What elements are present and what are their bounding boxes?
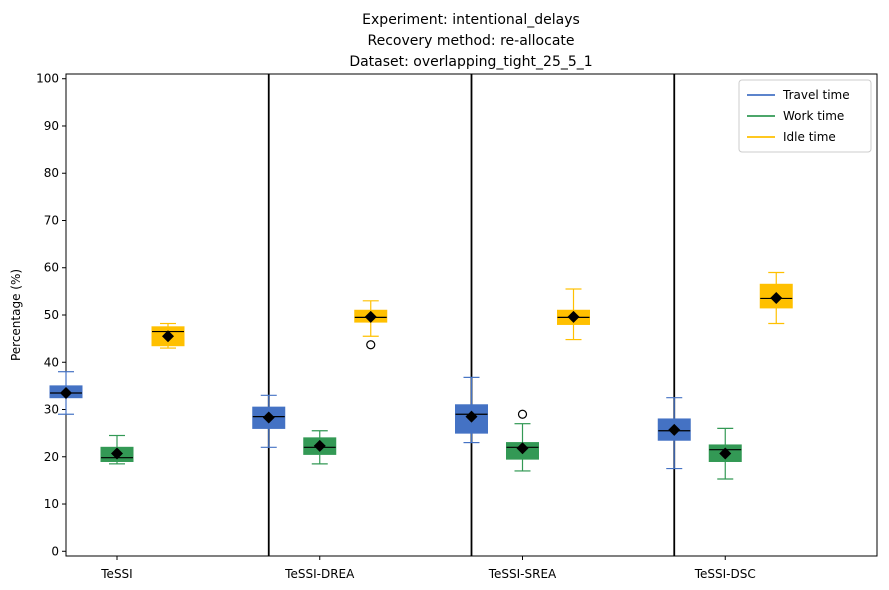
mean-marker-work-time-tessi-drea (313, 439, 326, 452)
x-tick-label-TeSSI-DSC: TeSSI-DSC (694, 567, 756, 581)
y-tick-label-80: 80 (44, 166, 59, 180)
legend-label-idle-time: Idle time (783, 130, 836, 144)
mean-marker-idle-time-tessi-srea (567, 310, 580, 323)
legend-box (738, 79, 872, 153)
y-tick-label-10: 10 (44, 497, 59, 511)
mean-marker-work-time-tessi-dsc (719, 447, 732, 460)
mean-marker-idle-time-tessi-dsc (770, 291, 783, 304)
y-axis-label: Percentage (%) (9, 269, 23, 361)
title-line-2: Recovery method: re-allocate (367, 33, 574, 49)
mean-marker-idle-time-tessi-drea (364, 310, 377, 323)
x-tick-label-TeSSI-SREA: TeSSI-SREA (488, 567, 557, 581)
mean-marker-travel-time-tessi-dsc (668, 423, 681, 436)
mean-marker-travel-time-tessi-srea (465, 410, 478, 423)
y-tick-label-70: 70 (44, 213, 59, 227)
x-tick-label-TeSSI-DREA: TeSSI-DREA (284, 567, 355, 581)
y-tick-label-50: 50 (44, 308, 59, 322)
legend-label-travel-time: Travel time (782, 88, 850, 102)
legend-label-work-time: Work time (783, 109, 844, 123)
mean-marker-work-time-tessi (111, 447, 123, 460)
y-tick-label-30: 30 (44, 403, 59, 417)
y-tick-label-100: 100 (36, 72, 59, 86)
y-tick-label-90: 90 (44, 119, 59, 133)
x-tick-label-TeSSI: TeSSI (100, 567, 132, 581)
mean-marker-idle-time-tessi (162, 330, 174, 343)
mean-marker-travel-time-tessi-drea (262, 411, 275, 424)
y-tick-label-60: 60 (44, 261, 59, 275)
title-line-1: Experiment: intentional_delays (362, 12, 580, 28)
plot-area: 0 10 20 30 40 50 60 70 80 90 100 TeSSI TeSSI-DREA TeS… (36, 72, 878, 581)
title-line-3: Dataset: overlapping_tight_25_5_1 (349, 54, 592, 70)
chart-title: Experiment: intentional_delays Recovery … (349, 12, 592, 70)
mean-marker-work-time-tessi-srea (516, 442, 529, 455)
y-tick-label-20: 20 (44, 450, 59, 464)
y-tick-label-40: 40 (44, 355, 59, 369)
mean-marker-travel-time-tessi (60, 386, 72, 399)
y-tick-label-0: 0 (51, 544, 59, 558)
outlier-work-time-tessi-srea-0 (517, 409, 528, 419)
outlier-idle-time-tessi-drea-0 (366, 340, 376, 350)
